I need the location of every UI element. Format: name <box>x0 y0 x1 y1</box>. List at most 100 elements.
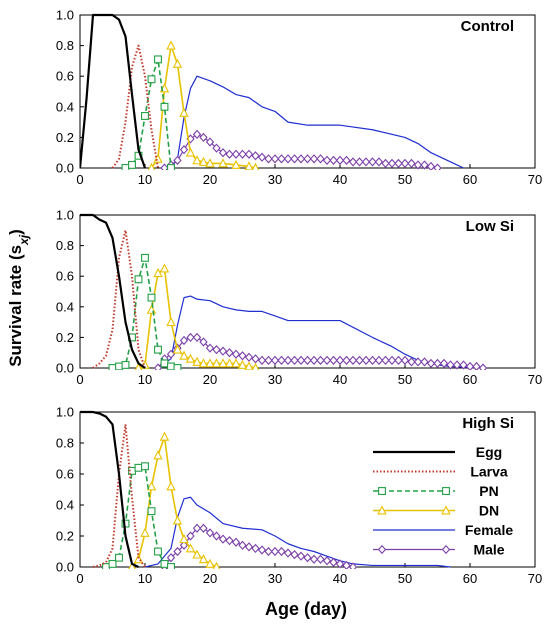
point-dn <box>134 362 143 370</box>
point-pn <box>108 364 117 370</box>
point-male <box>283 154 293 164</box>
legend-label: PN <box>479 483 498 499</box>
point-male <box>426 358 436 369</box>
x-tick-label: 20 <box>203 571 217 586</box>
x-tick-label: 50 <box>398 172 412 187</box>
point-pn <box>134 463 143 472</box>
y-tick-label: 0.4 <box>56 299 74 314</box>
point-pn <box>147 293 156 302</box>
point-dn <box>231 358 241 368</box>
point-male <box>303 355 312 365</box>
point-male <box>244 542 254 552</box>
point-male <box>459 360 468 370</box>
point-male <box>348 157 358 167</box>
point-dn <box>198 358 209 368</box>
point-pn <box>141 253 149 262</box>
y-tick-label: 0.8 <box>56 238 74 253</box>
point-male <box>283 355 293 365</box>
point-male <box>413 357 423 367</box>
panel-title: Control <box>461 18 514 35</box>
point-dn <box>251 162 260 170</box>
point-dn <box>205 558 215 568</box>
point-male <box>316 554 325 564</box>
point-male <box>348 355 358 365</box>
legend-item-male: Male <box>373 542 505 558</box>
point-male <box>342 155 351 165</box>
point-male <box>407 357 416 367</box>
point-male <box>225 348 234 358</box>
point-male <box>303 154 312 164</box>
point-male <box>244 352 254 362</box>
point-male <box>322 355 332 365</box>
legend-marker <box>377 544 387 555</box>
x-tick-label: 30 <box>268 571 282 586</box>
legend-label: Larva <box>470 464 508 480</box>
point-dn <box>172 515 183 525</box>
point-male <box>465 361 475 370</box>
legend-item-pn: PN <box>373 483 499 499</box>
point-male <box>251 543 260 554</box>
point-male <box>374 157 384 167</box>
x-tick-label: 20 <box>203 372 217 387</box>
panels: 0 10 20 30 40 50 60 70 0.0 0.2 0.4 0.6 0.8 1.0 Control… <box>56 8 542 587</box>
point-dn <box>166 40 176 50</box>
point-male <box>277 154 286 164</box>
y-tick-label: 0.0 <box>56 361 74 376</box>
point-dn <box>237 359 248 369</box>
point-dn <box>224 358 235 368</box>
point-male <box>394 355 403 365</box>
point-male <box>329 355 338 365</box>
series-line-female <box>170 75 464 169</box>
x-tick-label: 0 <box>76 172 83 187</box>
y-tick-label: 0.2 <box>56 330 74 345</box>
y-tick-label: 1.0 <box>56 8 74 23</box>
x-tick-label: 70 <box>528 571 542 586</box>
legend-marker <box>377 505 387 515</box>
point-dn <box>133 554 144 564</box>
point-male <box>420 160 429 170</box>
point-pn <box>167 563 175 569</box>
plot-area <box>80 410 451 569</box>
point-dn <box>198 554 209 564</box>
point-male <box>153 363 163 370</box>
legend-item-egg: Egg <box>373 444 502 460</box>
x-tick-label: 30 <box>268 372 282 387</box>
point-dn <box>192 549 202 559</box>
series-male <box>160 523 358 569</box>
legend-item-larva: Larva <box>373 464 508 480</box>
point-male <box>329 557 338 567</box>
point-male <box>218 346 228 356</box>
point-dn <box>128 561 136 569</box>
x-tick-label: 60 <box>463 172 477 187</box>
point-male <box>186 531 195 541</box>
point-male <box>231 537 241 547</box>
x-tick-label: 30 <box>268 172 282 187</box>
series-egg <box>80 410 139 568</box>
point-male <box>231 349 241 359</box>
point-male <box>179 335 189 346</box>
point-male <box>472 361 481 370</box>
point-dn <box>172 344 183 354</box>
point-male <box>179 145 189 155</box>
legend-marker <box>378 487 386 495</box>
series-line-egg <box>80 13 147 169</box>
point-male <box>270 546 280 557</box>
panel-2: 0 10 20 30 40 50 60 70 0.0 0.2 0.4 0.6 0.8 1.0 Low Si <box>56 208 542 388</box>
series-larva <box>92 423 146 568</box>
point-male <box>225 149 234 159</box>
y-tick-label: 0.6 <box>56 467 74 482</box>
x-tick-label: 70 <box>528 172 542 187</box>
point-male <box>270 355 280 365</box>
point-male <box>212 143 221 153</box>
x-axis-label: Age (day) <box>265 599 347 619</box>
point-male <box>192 332 202 343</box>
point-male <box>277 546 286 557</box>
point-dn <box>211 358 222 368</box>
point-male <box>309 154 319 164</box>
point-pn <box>147 507 156 516</box>
point-male <box>179 540 189 550</box>
point-male <box>446 360 455 370</box>
point-pn <box>134 275 143 284</box>
point-male <box>218 148 228 158</box>
point-male <box>394 158 403 169</box>
